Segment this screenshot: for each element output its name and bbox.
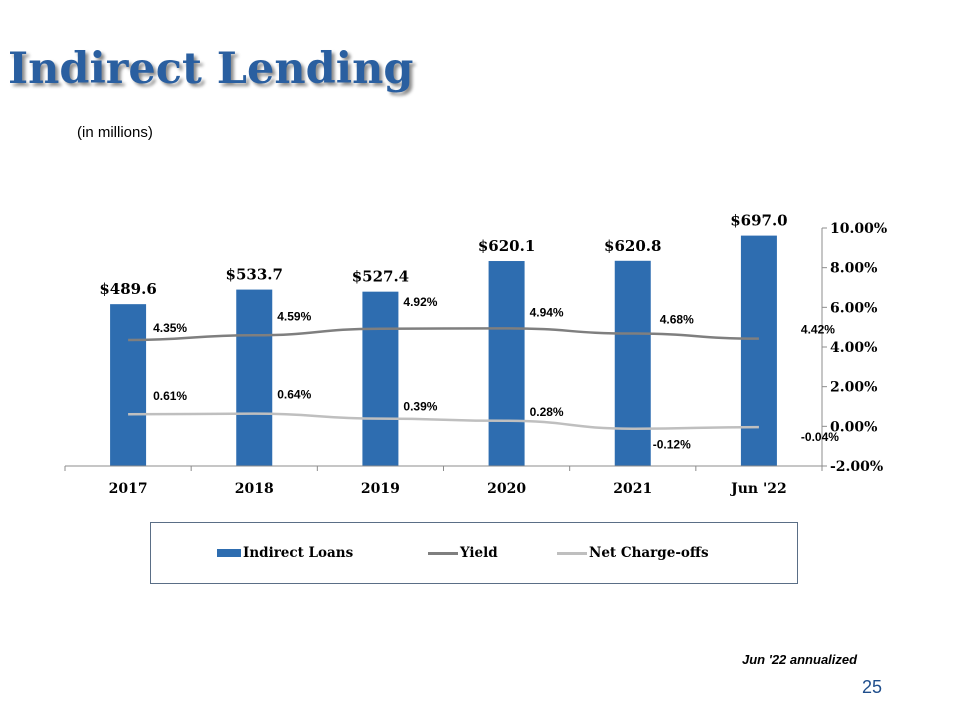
legend-item-indirect-loans: Indirect Loans: [217, 545, 353, 561]
bar-indirect-loans: [740, 235, 777, 466]
legend-swatch-chargeoff-line: [557, 551, 587, 555]
legend-label-yield: Yield: [460, 545, 498, 561]
net-charge-offs-line: [128, 412, 759, 430]
x-tick-label: 2021: [613, 481, 652, 497]
slide-title: Indirect Lending: [8, 44, 414, 94]
legend-label-indirect-loans: Indirect Loans: [243, 545, 354, 561]
net-charge-offs-data-label: 0.61%: [153, 389, 187, 403]
bar-value-label: $489.6: [99, 280, 156, 298]
net-charge-offs-data-label: 0.64%: [277, 388, 311, 402]
y2-tick-label: 4.00%: [830, 340, 877, 356]
x-tick-label: 2017: [109, 481, 148, 497]
chart-legend: Indirect Loans Yield Net Charge-offs: [150, 522, 798, 584]
legend-swatch-yield-line: [428, 551, 458, 555]
yield-data-label: 4.68%: [660, 313, 694, 327]
yield-data-label: 4.35%: [153, 321, 187, 335]
bar-value-label: $620.1: [478, 237, 535, 255]
legend-label-net-charge-offs: Net Charge-offs: [589, 545, 709, 561]
bar-value-label: $533.7: [226, 266, 283, 284]
yield-data-label: 4.94%: [530, 305, 564, 319]
y2-tick-label: 2.00%: [830, 380, 877, 396]
y2-tick-label: 6.00%: [830, 300, 877, 316]
x-tick-label: 2020: [487, 481, 526, 497]
bar-indirect-loans: [236, 289, 273, 466]
legend-item-yield: Yield: [428, 545, 498, 561]
bar-value-label: $620.8: [604, 237, 661, 255]
yield-line: [128, 327, 759, 342]
indirect-lending-chart: $489.6 $533.7 $527.4 $620.1 $620.8 $697.0 2017…: [64, 212, 887, 497]
bar-indirect-loans: [110, 304, 147, 466]
net-charge-offs-data-label: -0.04%: [801, 430, 839, 444]
y2-tick-label: 0.00%: [830, 419, 877, 435]
yield-data-label: 4.42%: [801, 323, 835, 337]
bar-indirect-loans: [488, 261, 525, 466]
yield-data-label: 4.92%: [403, 295, 437, 309]
legend-swatch-bar: [217, 549, 241, 557]
yield-data-label: 4.59%: [277, 309, 311, 323]
x-tick-label: 2019: [361, 481, 400, 497]
bar-value-label: $697.0: [730, 212, 787, 230]
legend-item-net-charge-offs: Net Charge-offs: [557, 545, 709, 561]
chart-subtitle: (in millions): [77, 124, 153, 141]
y2-tick-label: 10.00%: [830, 221, 887, 237]
y2-tick-label: -2.00%: [830, 459, 883, 475]
net-charge-offs-data-label: -0.12%: [653, 438, 691, 452]
net-charge-offs-data-label: 0.39%: [403, 400, 437, 414]
page-number: 25: [862, 677, 883, 697]
net-charge-offs-data-label: 0.28%: [530, 405, 564, 419]
bar-value-label: $527.4: [352, 268, 409, 286]
x-tick-label: Jun '22: [729, 481, 787, 497]
bar-indirect-loans: [614, 260, 651, 466]
bar-indirect-loans: [362, 291, 399, 466]
x-tick-label: 2018: [235, 481, 274, 497]
annualized-footnote: Jun '22 annualized: [742, 652, 858, 667]
y2-tick-label: 8.00%: [830, 261, 877, 277]
